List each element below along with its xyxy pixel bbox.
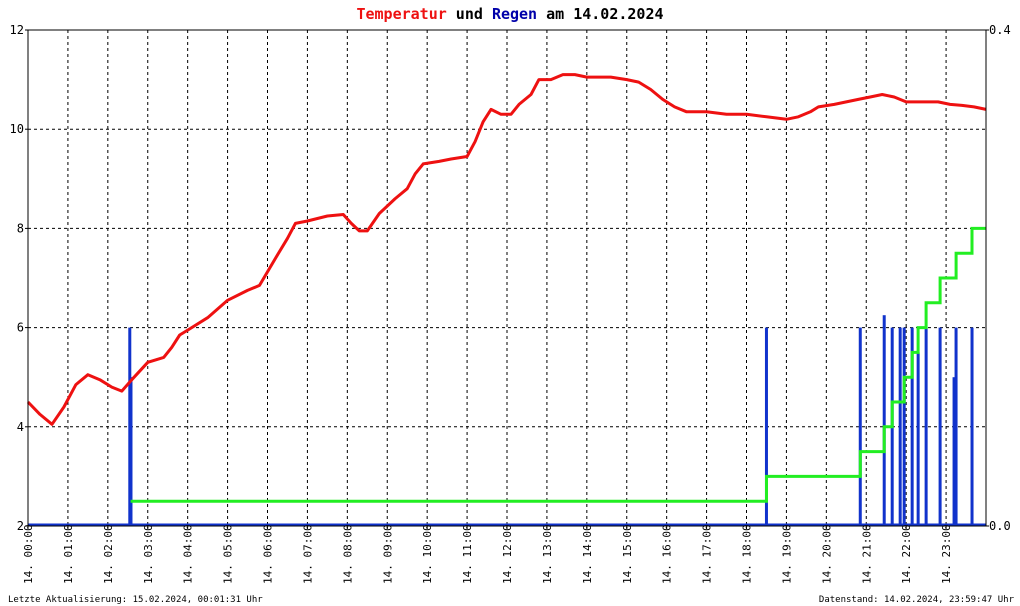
- x-tick-label: 14. 10:00: [421, 524, 434, 584]
- y-left-tick-label: 2: [17, 519, 24, 533]
- title-date: am 14.02.2024: [537, 5, 663, 23]
- rain-sum-line: [130, 226, 986, 503]
- y-left-tick-label: 10: [10, 122, 24, 136]
- temperature-line: [26, 73, 987, 426]
- x-tick-label: 14. 01:00: [62, 524, 75, 584]
- rain-bar: [898, 327, 902, 526]
- rain-bar: [858, 327, 862, 526]
- x-tick-label: 14. 18:00: [741, 524, 754, 584]
- x-axis: 14. 00:00 14. 01:00 14. 02:00 14. 03:00 14. …: [22, 524, 953, 584]
- title-temperature: Temperatur: [356, 5, 446, 23]
- y-left-tick-label: 8: [17, 221, 24, 235]
- x-tick-label: 14. 06:00: [262, 524, 275, 584]
- y-right-tick-label: 0.0: [989, 519, 1011, 533]
- x-tick-label: 14. 12:00: [501, 524, 514, 584]
- x-tick-label: 14. 22:00: [900, 524, 913, 584]
- rain-bar: [910, 327, 914, 526]
- rain-bar: [938, 327, 942, 526]
- x-tick-label: 14. 03:00: [142, 524, 155, 584]
- temperature-path: [26, 73, 987, 426]
- grid: [28, 30, 986, 526]
- x-tick-label: 14. 04:00: [182, 524, 195, 584]
- rain-bar: [902, 327, 906, 526]
- rain-bar: [954, 327, 958, 526]
- rain-bar: [924, 327, 928, 526]
- rain-bar: [764, 327, 768, 526]
- x-tick-label: 14. 17:00: [701, 524, 714, 584]
- y-axis-left: 2 4 6 8 10 12: [10, 23, 28, 533]
- rain-sum-path: [130, 226, 986, 503]
- x-tick-label: 14. 16:00: [661, 524, 674, 584]
- x-tick-label: 14. 19:00: [780, 524, 793, 584]
- title-and: und: [447, 5, 492, 23]
- rain-bar: [882, 315, 886, 526]
- title-rain: Regen: [492, 5, 537, 23]
- x-tick-label: 14. 20:00: [820, 524, 833, 584]
- chart-title: Temperatur und Regen am 14.02.2024: [356, 5, 663, 23]
- x-tick-label: 14. 09:00: [381, 524, 394, 584]
- x-tick-label: 14. 21:00: [860, 524, 873, 584]
- rain-bar: [970, 327, 974, 526]
- rain-bars: [28, 315, 986, 527]
- y-left-tick-label: 4: [17, 420, 24, 434]
- x-tick-label: 14. 08:00: [341, 524, 354, 584]
- rain-bar: [916, 352, 920, 526]
- x-tick-label: 14. 15:00: [621, 524, 634, 584]
- x-tick-label: 14. 07:00: [301, 524, 314, 584]
- footer-last-update: Letzte Aktualisierung: 15.02.2024, 00:01…: [8, 595, 263, 605]
- x-tick-label: 14. 23:00: [940, 524, 953, 584]
- x-tick-label: 14. 13:00: [541, 524, 554, 584]
- rain-bar: [129, 377, 133, 526]
- x-tick-label: 14. 05:00: [222, 524, 235, 584]
- x-tick-label: 14. 14:00: [581, 524, 594, 584]
- y-left-tick-label: 12: [10, 23, 24, 37]
- rain-bar: [952, 377, 956, 526]
- x-tick-label: 14. 00:00: [22, 524, 35, 584]
- y-left-tick-label: 6: [17, 321, 24, 335]
- footer-data-status: Datenstand: 14.02.2024, 23:59:47 Uhr: [819, 595, 1015, 605]
- x-tick-label: 14. 11:00: [461, 524, 474, 584]
- y-axis-right: 0.0 0.4: [986, 23, 1011, 533]
- x-tick-label: 14. 02:00: [102, 524, 115, 584]
- y-right-tick-label: 0.4: [989, 23, 1011, 37]
